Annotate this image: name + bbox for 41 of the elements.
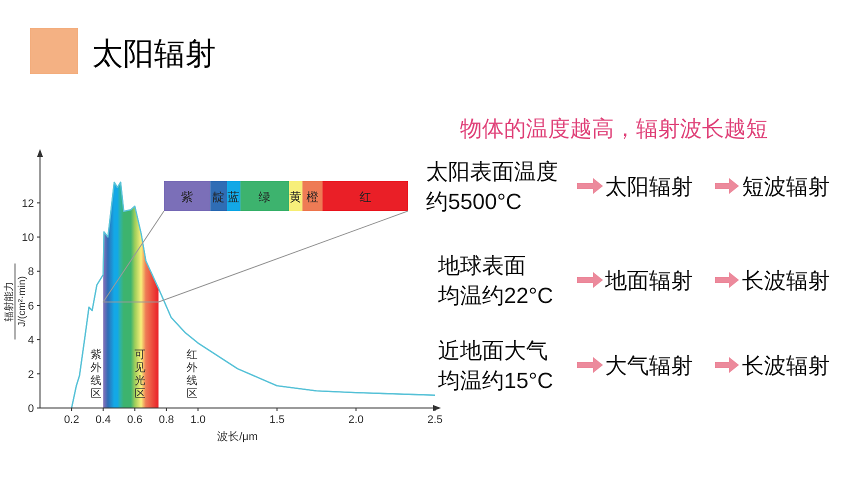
text: 近地面大气 xyxy=(438,338,548,363)
annotation: 红外线区 xyxy=(186,349,198,400)
x-tick-label: 1.5 xyxy=(269,414,285,426)
annotation: 橙 xyxy=(306,190,318,204)
x-tick-label: 1.0 xyxy=(190,414,206,426)
text: 太阳辐射 xyxy=(605,174,693,199)
annotation: 太阳表面温度 xyxy=(426,159,558,184)
y-axis-title: 辐射能力 J/(cm²·min) xyxy=(3,276,28,327)
x-tick-label: 0.8 xyxy=(158,414,174,426)
annotation: 紫外线区 xyxy=(90,348,102,400)
annotation: 约5500°C xyxy=(426,189,522,214)
x-tick-label: 0.2 xyxy=(64,414,80,426)
annotation: 紫 xyxy=(181,190,194,204)
annotation: 绿 xyxy=(258,190,271,204)
annotation: 黄 xyxy=(290,190,302,204)
text: 均温约22°C xyxy=(437,283,554,308)
y-tick-label: 10 xyxy=(22,232,34,244)
x-tick-label: 2.0 xyxy=(348,414,364,426)
y-tick-label: 0 xyxy=(28,403,34,415)
y-tick-label: 8 xyxy=(28,266,34,278)
text: 物体的温度越高，辐射波长越短 xyxy=(460,116,768,141)
text: 地面辐射 xyxy=(604,268,693,293)
x-axis-title: 波长/μm xyxy=(217,430,258,443)
x-tick-label: 0.6 xyxy=(127,414,142,426)
y-tick-label: 4 xyxy=(28,334,34,347)
y-tick-label: 6 xyxy=(28,300,34,312)
annotation: 可见光区 xyxy=(134,349,146,400)
text: 均温约15°C xyxy=(437,368,554,393)
text: 短波辐射 xyxy=(742,174,830,199)
y-tick-label: 2 xyxy=(28,368,34,381)
chart-title: 太阳辐射 xyxy=(92,36,216,71)
annotation: 蓝 xyxy=(228,190,240,204)
annotation: 红 xyxy=(359,190,372,204)
text: 地球表面 xyxy=(437,253,526,278)
annotation: 靛 xyxy=(212,190,225,204)
x-tick-label: 2.5 xyxy=(427,414,443,426)
text: 长波辐射 xyxy=(742,353,830,378)
x-tick-label: 0.4 xyxy=(96,414,111,426)
text: 长波辐射 xyxy=(742,268,830,293)
text: 大气辐射 xyxy=(605,353,693,378)
y-tick-label: 12 xyxy=(22,198,34,210)
